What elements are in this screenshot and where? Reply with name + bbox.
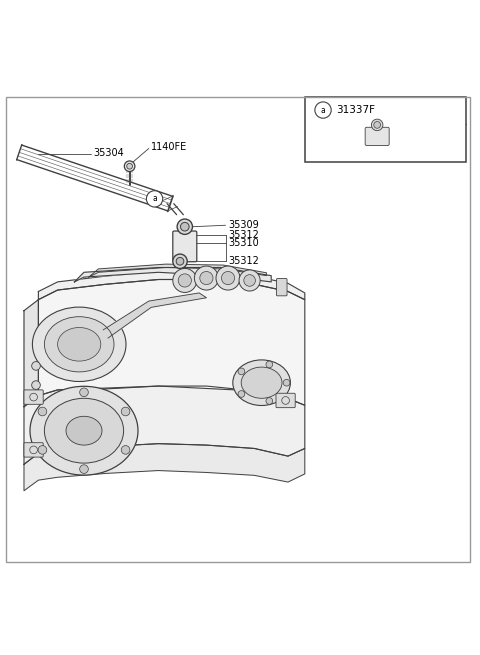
- Text: 35312: 35312: [228, 231, 259, 240]
- Circle shape: [266, 398, 273, 404]
- Ellipse shape: [44, 398, 124, 463]
- Ellipse shape: [241, 367, 282, 398]
- Circle shape: [238, 390, 245, 398]
- Circle shape: [121, 407, 130, 416]
- Circle shape: [216, 266, 240, 290]
- Polygon shape: [24, 299, 38, 407]
- Circle shape: [177, 219, 192, 234]
- Polygon shape: [103, 293, 206, 338]
- Circle shape: [38, 445, 47, 454]
- Circle shape: [32, 362, 40, 370]
- Circle shape: [244, 274, 255, 286]
- FancyBboxPatch shape: [24, 443, 43, 457]
- FancyBboxPatch shape: [365, 127, 389, 145]
- Text: 35310: 35310: [228, 238, 259, 248]
- Circle shape: [194, 266, 218, 290]
- Text: 35304: 35304: [94, 148, 124, 159]
- Ellipse shape: [45, 317, 114, 372]
- Circle shape: [121, 445, 130, 454]
- Ellipse shape: [66, 417, 102, 445]
- Circle shape: [180, 223, 189, 231]
- Circle shape: [266, 361, 273, 368]
- Circle shape: [221, 271, 235, 285]
- Circle shape: [38, 407, 47, 416]
- Ellipse shape: [32, 307, 126, 381]
- Text: a: a: [152, 195, 157, 203]
- Circle shape: [283, 379, 290, 386]
- FancyBboxPatch shape: [305, 97, 466, 162]
- Circle shape: [372, 119, 383, 130]
- Circle shape: [173, 269, 197, 293]
- Circle shape: [32, 381, 40, 390]
- Ellipse shape: [30, 386, 138, 475]
- Text: 31337F: 31337F: [336, 105, 375, 115]
- Text: 1140FE: 1140FE: [151, 142, 188, 152]
- Circle shape: [200, 271, 213, 285]
- Text: 35309: 35309: [228, 220, 259, 231]
- Text: a: a: [321, 105, 325, 115]
- Circle shape: [374, 122, 381, 128]
- Circle shape: [80, 465, 88, 474]
- FancyBboxPatch shape: [24, 390, 43, 404]
- Circle shape: [178, 274, 192, 287]
- Circle shape: [239, 270, 260, 291]
- FancyBboxPatch shape: [276, 278, 287, 296]
- Circle shape: [80, 388, 88, 397]
- Circle shape: [176, 257, 184, 265]
- Polygon shape: [38, 280, 305, 405]
- Text: 35312: 35312: [228, 256, 259, 267]
- Circle shape: [315, 102, 331, 118]
- FancyBboxPatch shape: [173, 231, 197, 262]
- Polygon shape: [74, 267, 271, 282]
- FancyBboxPatch shape: [276, 393, 295, 407]
- Circle shape: [173, 254, 187, 269]
- Polygon shape: [24, 386, 305, 464]
- Circle shape: [127, 163, 132, 169]
- Circle shape: [146, 191, 163, 207]
- Polygon shape: [89, 264, 266, 277]
- Circle shape: [238, 368, 245, 375]
- Ellipse shape: [233, 360, 290, 405]
- Circle shape: [124, 161, 135, 172]
- Polygon shape: [38, 271, 305, 299]
- Polygon shape: [24, 443, 305, 491]
- Ellipse shape: [58, 328, 101, 361]
